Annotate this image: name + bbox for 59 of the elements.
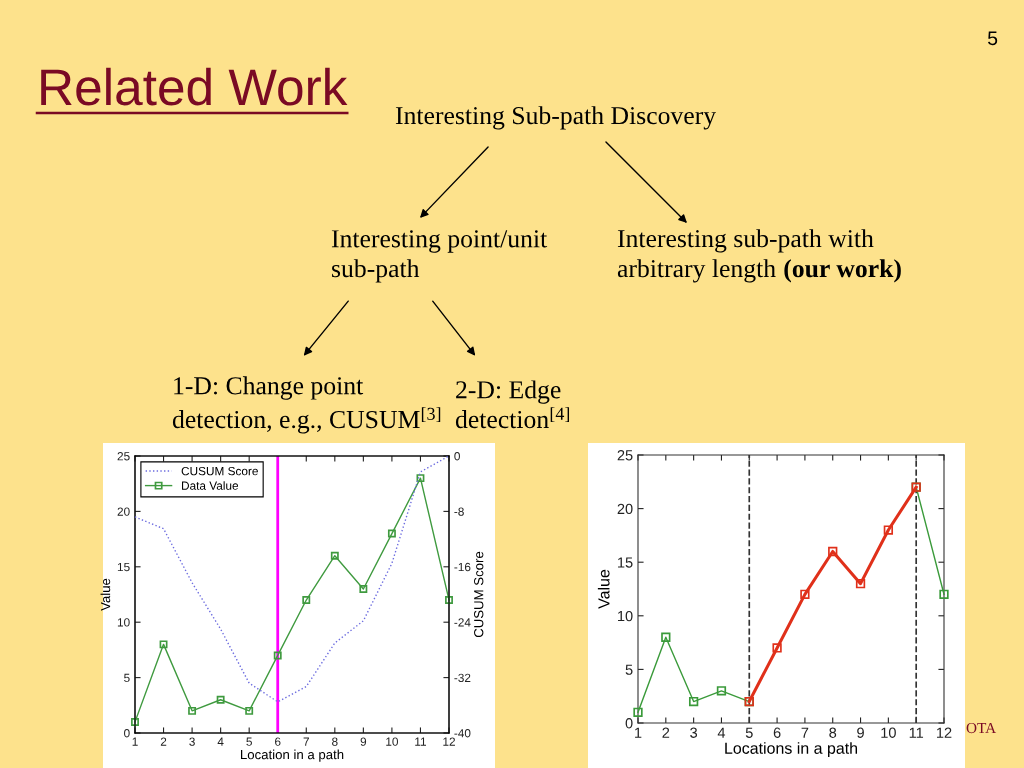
y-tick-label: 25 <box>117 452 130 461</box>
x-tick-label: 9 <box>857 727 864 738</box>
y-tick-label: 5 <box>625 664 633 675</box>
x-tick-label: 1 <box>132 737 138 746</box>
x-tick-label: 6 <box>773 727 781 738</box>
y-tick-label: 5 <box>124 673 130 682</box>
y2-tick-label: -32 <box>454 673 471 682</box>
x-tick-label: 2 <box>160 737 167 746</box>
text: 5 <box>987 31 998 46</box>
y2-tick-label: -40 <box>454 729 471 738</box>
y2-tick-label: -8 <box>454 507 464 516</box>
text: 2-D: Edge detection$^{[4]}$ <box>455 380 570 429</box>
x-tick-label: 3 <box>189 737 195 746</box>
text: (our work) <box>784 259 901 283</box>
x-axis-title: Location in a path <box>241 749 344 762</box>
legend-label: Data Value <box>182 481 239 490</box>
x-tick-label: 1 <box>635 727 642 738</box>
x-tick-label: 12 <box>937 727 952 738</box>
y2-tick-label: -16 <box>454 562 471 572</box>
x-tick-label: 7 <box>801 727 809 738</box>
x-tick-label: 2 <box>662 727 670 738</box>
y-tick-label: 15 <box>618 557 633 568</box>
y-tick-label: 20 <box>617 503 633 515</box>
x-tick-label: 9 <box>360 737 367 746</box>
y-tick-label: 10 <box>117 618 130 627</box>
x-tick-label: 7 <box>303 737 309 746</box>
y-tick-label: 10 <box>618 610 633 622</box>
y2-tick-label: 0 <box>454 452 460 461</box>
x-tick-label: 10 <box>386 737 399 746</box>
y-tick-label: 0 <box>625 718 633 729</box>
x-tick-label: 8 <box>829 727 837 738</box>
x-tick-label: 3 <box>690 727 698 738</box>
y2-tick-label: -24 <box>454 618 471 627</box>
text: OTA <box>966 722 997 734</box>
x-tick-label: 6 <box>275 737 281 746</box>
y-tick-label: 20 <box>117 507 130 516</box>
text: 1-D: Change point detection, e.g., CUSUM$^{[3]}$ <box>172 376 441 434</box>
text: Interesting Sub-path Discovery <box>395 106 716 130</box>
y-tick-label: 25 <box>617 450 633 461</box>
x-tick-label: 11 <box>909 727 924 738</box>
x-tick-label: 5 <box>745 727 753 738</box>
x-tick-label: 5 <box>246 737 252 746</box>
text: arbitrary length <box>617 259 776 283</box>
text: Related Work <box>41 67 348 106</box>
x-tick-label: 12 <box>443 737 455 746</box>
x-axis-title: Locations in a path <box>725 742 858 758</box>
y-tick-label: 15 <box>117 562 130 572</box>
x-tick-label: 11 <box>415 737 427 746</box>
y-tick-label: 0 <box>124 729 130 738</box>
y2-axis-title: CUSUM Score <box>474 551 484 638</box>
x-tick-label: 4 <box>217 737 224 746</box>
legend-label: CUSUM Score <box>181 466 258 476</box>
x-tick-label: 10 <box>881 727 896 738</box>
x-tick-label: 4 <box>717 727 726 738</box>
y-axis-title: Value <box>100 578 111 611</box>
text: Interesting point/unit sub-path <box>331 230 548 283</box>
y-axis-title: Value <box>597 569 610 609</box>
text: Interesting sub-path with <box>617 229 874 253</box>
x-tick-label: 8 <box>332 737 338 746</box>
